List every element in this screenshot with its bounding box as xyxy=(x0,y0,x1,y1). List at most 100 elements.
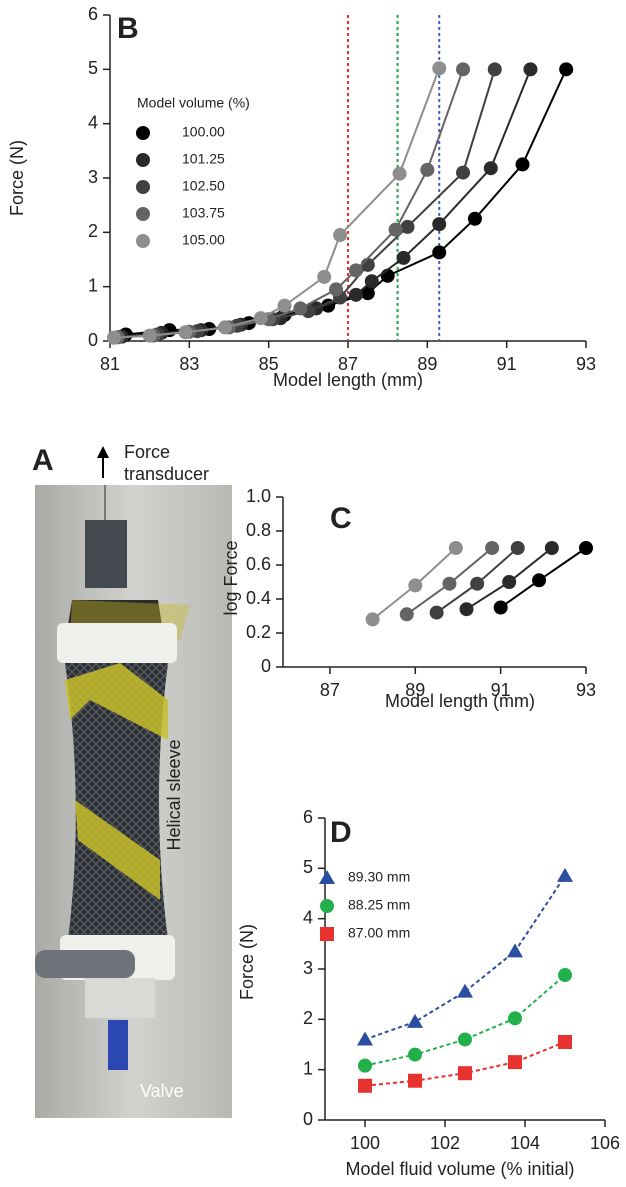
marker xyxy=(507,943,523,958)
transducer-block xyxy=(85,520,127,588)
legend-marker xyxy=(319,870,335,884)
x-tick-label: 93 xyxy=(576,354,596,374)
marker xyxy=(420,162,435,177)
y-tick-label: 2 xyxy=(303,1008,313,1028)
y-tick-label: 2 xyxy=(88,221,98,241)
sleeve-label: Helical sleeve xyxy=(164,739,184,850)
y-tick-label: 0.2 xyxy=(246,622,271,642)
panel-letter: C xyxy=(330,502,352,535)
y-tick-label: 0 xyxy=(303,1109,313,1129)
marker xyxy=(429,605,444,620)
marker xyxy=(432,217,447,232)
marker xyxy=(502,575,517,589)
legend-label: 105.00 xyxy=(182,232,225,248)
legend-label: 103.75 xyxy=(182,205,225,221)
y-axis-label: Force (N) xyxy=(7,140,27,216)
panel-letter: D xyxy=(330,816,352,849)
x-tick-label: 81 xyxy=(100,354,120,374)
marker xyxy=(388,222,403,237)
marker xyxy=(360,286,375,301)
marker xyxy=(357,1031,373,1046)
marker xyxy=(432,61,447,76)
marker xyxy=(142,328,157,343)
marker xyxy=(457,983,473,998)
legend-marker xyxy=(320,899,334,913)
marker xyxy=(508,1055,522,1070)
y-tick-label: 4 xyxy=(88,112,98,132)
marker xyxy=(358,1058,372,1073)
y-tick-label: 5 xyxy=(88,58,98,78)
x-tick-label: 83 xyxy=(179,354,199,374)
legend-title: Model volume (%) xyxy=(137,95,250,111)
y-tick-label: 1 xyxy=(88,275,98,295)
y-tick-label: 6 xyxy=(303,807,313,827)
x-tick-label: 85 xyxy=(259,354,279,374)
marker xyxy=(399,607,414,622)
marker xyxy=(456,165,471,180)
y-axis-label: Force (N) xyxy=(237,924,257,1000)
x-axis-label: Model length (mm) xyxy=(385,691,535,711)
marker xyxy=(483,161,498,176)
sleeve-stripe xyxy=(65,663,168,740)
panel-letter: B xyxy=(117,12,139,45)
y-tick-label: 0 xyxy=(261,656,271,676)
legend-marker xyxy=(136,180,150,194)
x-tick-label: 106 xyxy=(590,1133,620,1153)
y-tick-label: 0.8 xyxy=(246,520,271,540)
marker xyxy=(558,968,572,983)
x-tick-label: 87 xyxy=(320,680,340,700)
y-tick-label: 3 xyxy=(303,958,313,978)
marker xyxy=(558,1034,572,1049)
marker xyxy=(493,600,508,615)
x-tick-label: 100 xyxy=(350,1133,380,1153)
legend-marker xyxy=(136,207,150,221)
marker xyxy=(178,325,193,340)
photo: A Helical sleeve Valve xyxy=(32,444,232,1118)
marker xyxy=(456,62,471,77)
legend-marker xyxy=(136,153,150,167)
marker xyxy=(467,211,482,226)
marker xyxy=(515,157,530,172)
marker xyxy=(579,541,593,555)
legend-label: 102.50 xyxy=(182,178,225,194)
y-tick-label: 3 xyxy=(88,167,98,187)
marker xyxy=(544,541,559,555)
marker xyxy=(459,602,474,617)
y-tick-label: 0.6 xyxy=(246,554,271,574)
marker xyxy=(400,219,415,234)
marker xyxy=(392,166,407,181)
marker xyxy=(365,612,380,627)
marker xyxy=(218,320,233,335)
x-tick-label: 104 xyxy=(510,1133,540,1153)
series-line xyxy=(364,875,566,1041)
x-tick-label: 93 xyxy=(576,680,596,700)
marker xyxy=(329,282,344,297)
marker xyxy=(364,274,379,289)
y-tick-label: 0.4 xyxy=(246,588,271,608)
marker xyxy=(277,298,292,313)
marker xyxy=(408,1047,422,1062)
x-tick-label: 91 xyxy=(497,354,517,374)
valve-label: Valve xyxy=(140,1081,184,1101)
y-tick-label: 1 xyxy=(303,1058,313,1078)
x-tick-label: 102 xyxy=(430,1133,460,1153)
y-axis-label: log Force xyxy=(221,540,241,615)
marker xyxy=(396,250,411,265)
panel-letter: A xyxy=(32,444,54,477)
x-tick-label: 89 xyxy=(417,354,437,374)
marker xyxy=(485,541,500,555)
sleeve-stripe xyxy=(75,800,160,900)
marker xyxy=(458,1032,472,1047)
marker xyxy=(407,1013,423,1028)
x-tick-label: 91 xyxy=(491,680,511,700)
legend-label: 87.00 mm xyxy=(348,925,410,941)
base xyxy=(85,978,155,1018)
tube xyxy=(35,950,135,978)
marker xyxy=(508,1011,522,1026)
marker xyxy=(458,1066,472,1081)
arrow-head xyxy=(97,446,109,458)
marker xyxy=(253,311,268,326)
marker xyxy=(523,62,538,77)
